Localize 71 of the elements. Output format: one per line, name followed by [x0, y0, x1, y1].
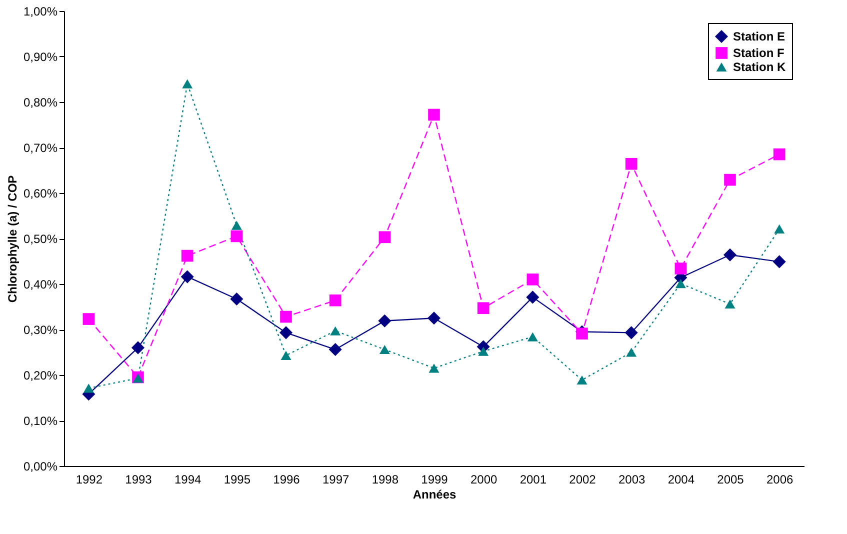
point — [427, 312, 441, 325]
legend-label: Station F — [733, 46, 784, 60]
point — [329, 294, 342, 306]
point — [773, 148, 786, 160]
point — [330, 326, 341, 336]
point — [527, 332, 538, 342]
point — [624, 326, 638, 340]
point — [576, 375, 588, 385]
point — [280, 350, 292, 360]
point — [724, 174, 736, 186]
point — [231, 220, 242, 230]
point — [723, 248, 737, 262]
point — [428, 108, 440, 121]
x-tick-label: 1998 — [372, 472, 399, 486]
x-tick-label: 2001 — [520, 472, 547, 486]
point — [478, 346, 489, 356]
point — [625, 158, 638, 170]
point — [576, 328, 588, 340]
x-tick-label: 2006 — [766, 472, 794, 486]
point — [280, 310, 292, 323]
y-tick-label: 0,00% — [23, 460, 58, 474]
y-tick-label: 0,30% — [23, 323, 58, 337]
point — [83, 384, 94, 393]
point — [675, 279, 686, 288]
point — [428, 364, 440, 373]
point — [674, 262, 687, 274]
point — [82, 313, 95, 325]
point — [279, 326, 293, 340]
point — [774, 224, 785, 234]
point — [328, 343, 342, 356]
x-tick-label: 1999 — [421, 472, 448, 486]
point — [131, 341, 145, 354]
y-tick-label: 0,40% — [23, 278, 58, 292]
y-tick-label: 0,60% — [23, 186, 58, 200]
x-tick-label: 2005 — [717, 472, 744, 486]
x-tick-label: 2003 — [618, 472, 646, 486]
point — [724, 299, 736, 309]
point — [772, 255, 786, 268]
y-tick-label: 0,70% — [23, 141, 58, 155]
x-tick-label: 1993 — [125, 472, 152, 486]
point — [378, 231, 391, 244]
x-tick-label: 2004 — [668, 472, 695, 486]
point — [626, 348, 637, 357]
x-tick-label: 2000 — [470, 472, 498, 486]
x-tick-label: 1992 — [76, 472, 103, 486]
point — [379, 344, 390, 354]
point — [181, 250, 194, 262]
x-tick-label: 1996 — [273, 472, 300, 486]
point — [230, 230, 243, 242]
y-tick-label: 0,10% — [23, 414, 58, 428]
point — [230, 292, 244, 306]
y-tick-label: 0,90% — [23, 50, 58, 64]
x-axis-title: Années — [412, 488, 456, 502]
y-tick-label: 0,20% — [23, 368, 58, 382]
legend-label: Station K — [733, 60, 786, 74]
y-axis-title: Chlorophylle (a) / COP — [5, 175, 20, 303]
point — [526, 274, 539, 286]
point — [132, 374, 144, 383]
x-tick-label: 1994 — [174, 472, 202, 486]
point — [378, 314, 392, 328]
x-tick-label: 1997 — [322, 472, 350, 486]
x-tick-label: 2002 — [569, 472, 596, 486]
x-tick-label: 1995 — [224, 472, 251, 486]
point — [182, 79, 193, 88]
point — [180, 270, 194, 284]
y-tick-label: 0,50% — [23, 232, 58, 246]
y-tick-label: 1,00% — [23, 4, 58, 18]
legend-label: Station E — [733, 30, 786, 44]
point — [477, 302, 490, 314]
y-tick-label: 0,80% — [23, 96, 58, 110]
point — [526, 290, 540, 304]
